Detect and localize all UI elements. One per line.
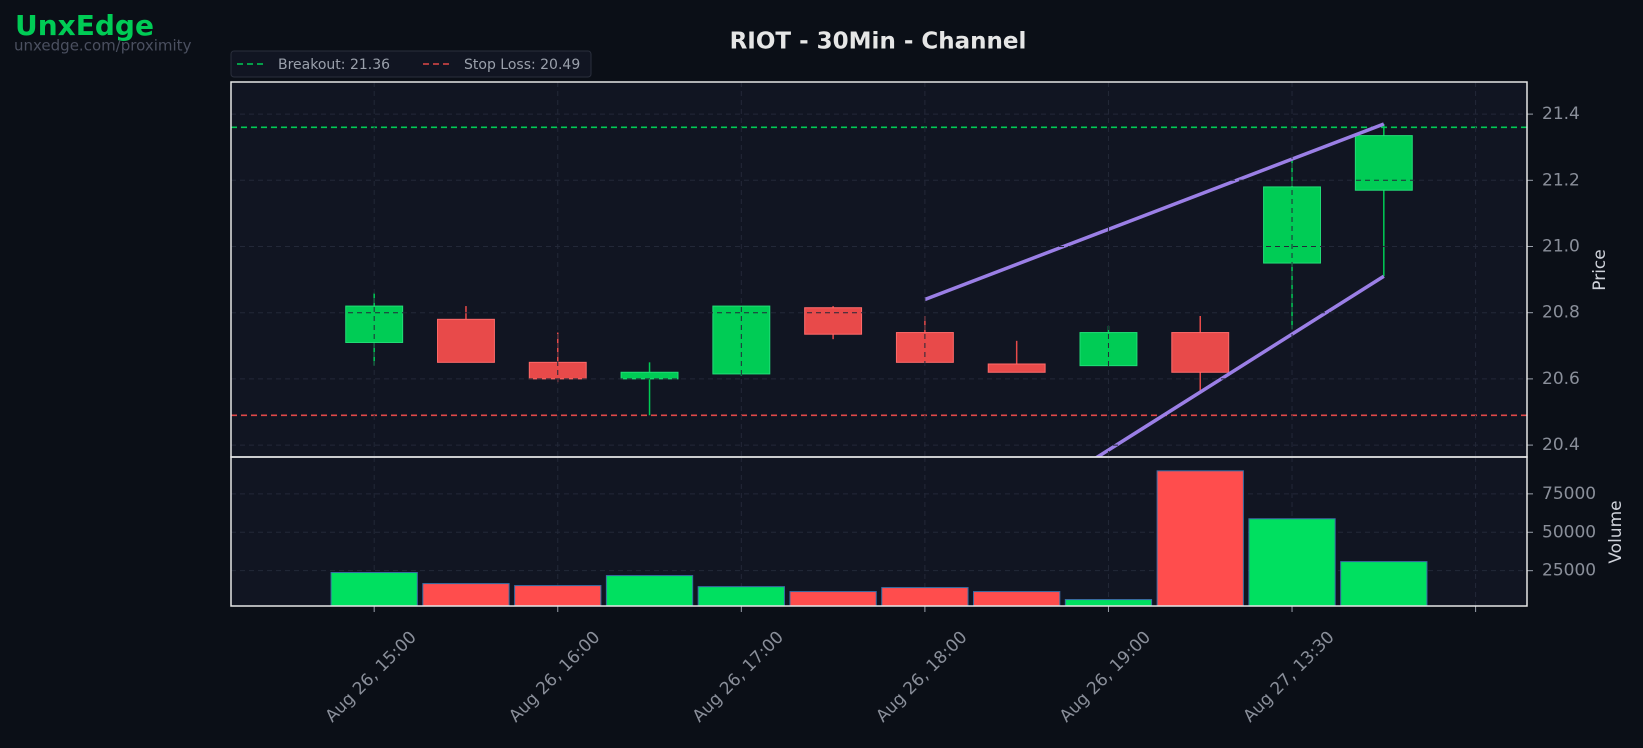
channel-line	[1094, 274, 1385, 457]
y-tick-label: 20.6	[1542, 369, 1580, 389]
y-axis-label: Price	[1590, 249, 1610, 290]
brand: UnxEdge	[15, 9, 154, 42]
legend-label: Breakout: 21.36	[278, 57, 390, 73]
candle-body	[1263, 186, 1321, 264]
candle-body	[620, 371, 679, 380]
y-tick-label: 21.4	[1542, 104, 1580, 124]
candle-body	[1354, 135, 1413, 191]
volume-bar	[973, 591, 1061, 607]
volume-bar	[697, 586, 785, 607]
volume-tick-label: 75000	[1542, 484, 1596, 504]
brand-url: unxedge.com/proximity	[14, 37, 192, 55]
price-panel	[231, 82, 1527, 457]
candle-body	[987, 363, 1046, 373]
volume-bar	[881, 587, 969, 607]
price-clip	[231, 122, 1527, 457]
candle-body	[804, 307, 863, 335]
legend-label: Stop Loss: 20.49	[464, 57, 580, 73]
y-tick-label: 20.4	[1542, 435, 1580, 455]
volume-bar	[422, 583, 510, 607]
volume-bar	[330, 572, 418, 607]
volume-tick-label: 50000	[1542, 522, 1596, 542]
volume-bar	[1340, 561, 1428, 607]
volume-bar	[514, 585, 602, 607]
candle-body	[437, 318, 495, 363]
volume-axis-label: Volume	[1606, 500, 1626, 563]
volume-bar	[1156, 470, 1244, 607]
volume-bar	[1248, 518, 1336, 607]
legend	[230, 50, 592, 78]
volume-bar	[605, 575, 694, 607]
volume-tick-label: 25000	[1542, 561, 1596, 581]
y-tick-label: 21.2	[1542, 170, 1580, 190]
volume-bar	[789, 591, 877, 607]
chart-title: RIOT - 30Min - Channel	[730, 29, 1027, 55]
volume-frame	[230, 456, 1528, 607]
y-tick-label: 20.8	[1542, 303, 1580, 323]
y-tick-label: 21.0	[1542, 236, 1580, 256]
candle-body	[1171, 332, 1230, 373]
channel-line	[924, 122, 1385, 302]
volume-bar	[1064, 599, 1153, 607]
